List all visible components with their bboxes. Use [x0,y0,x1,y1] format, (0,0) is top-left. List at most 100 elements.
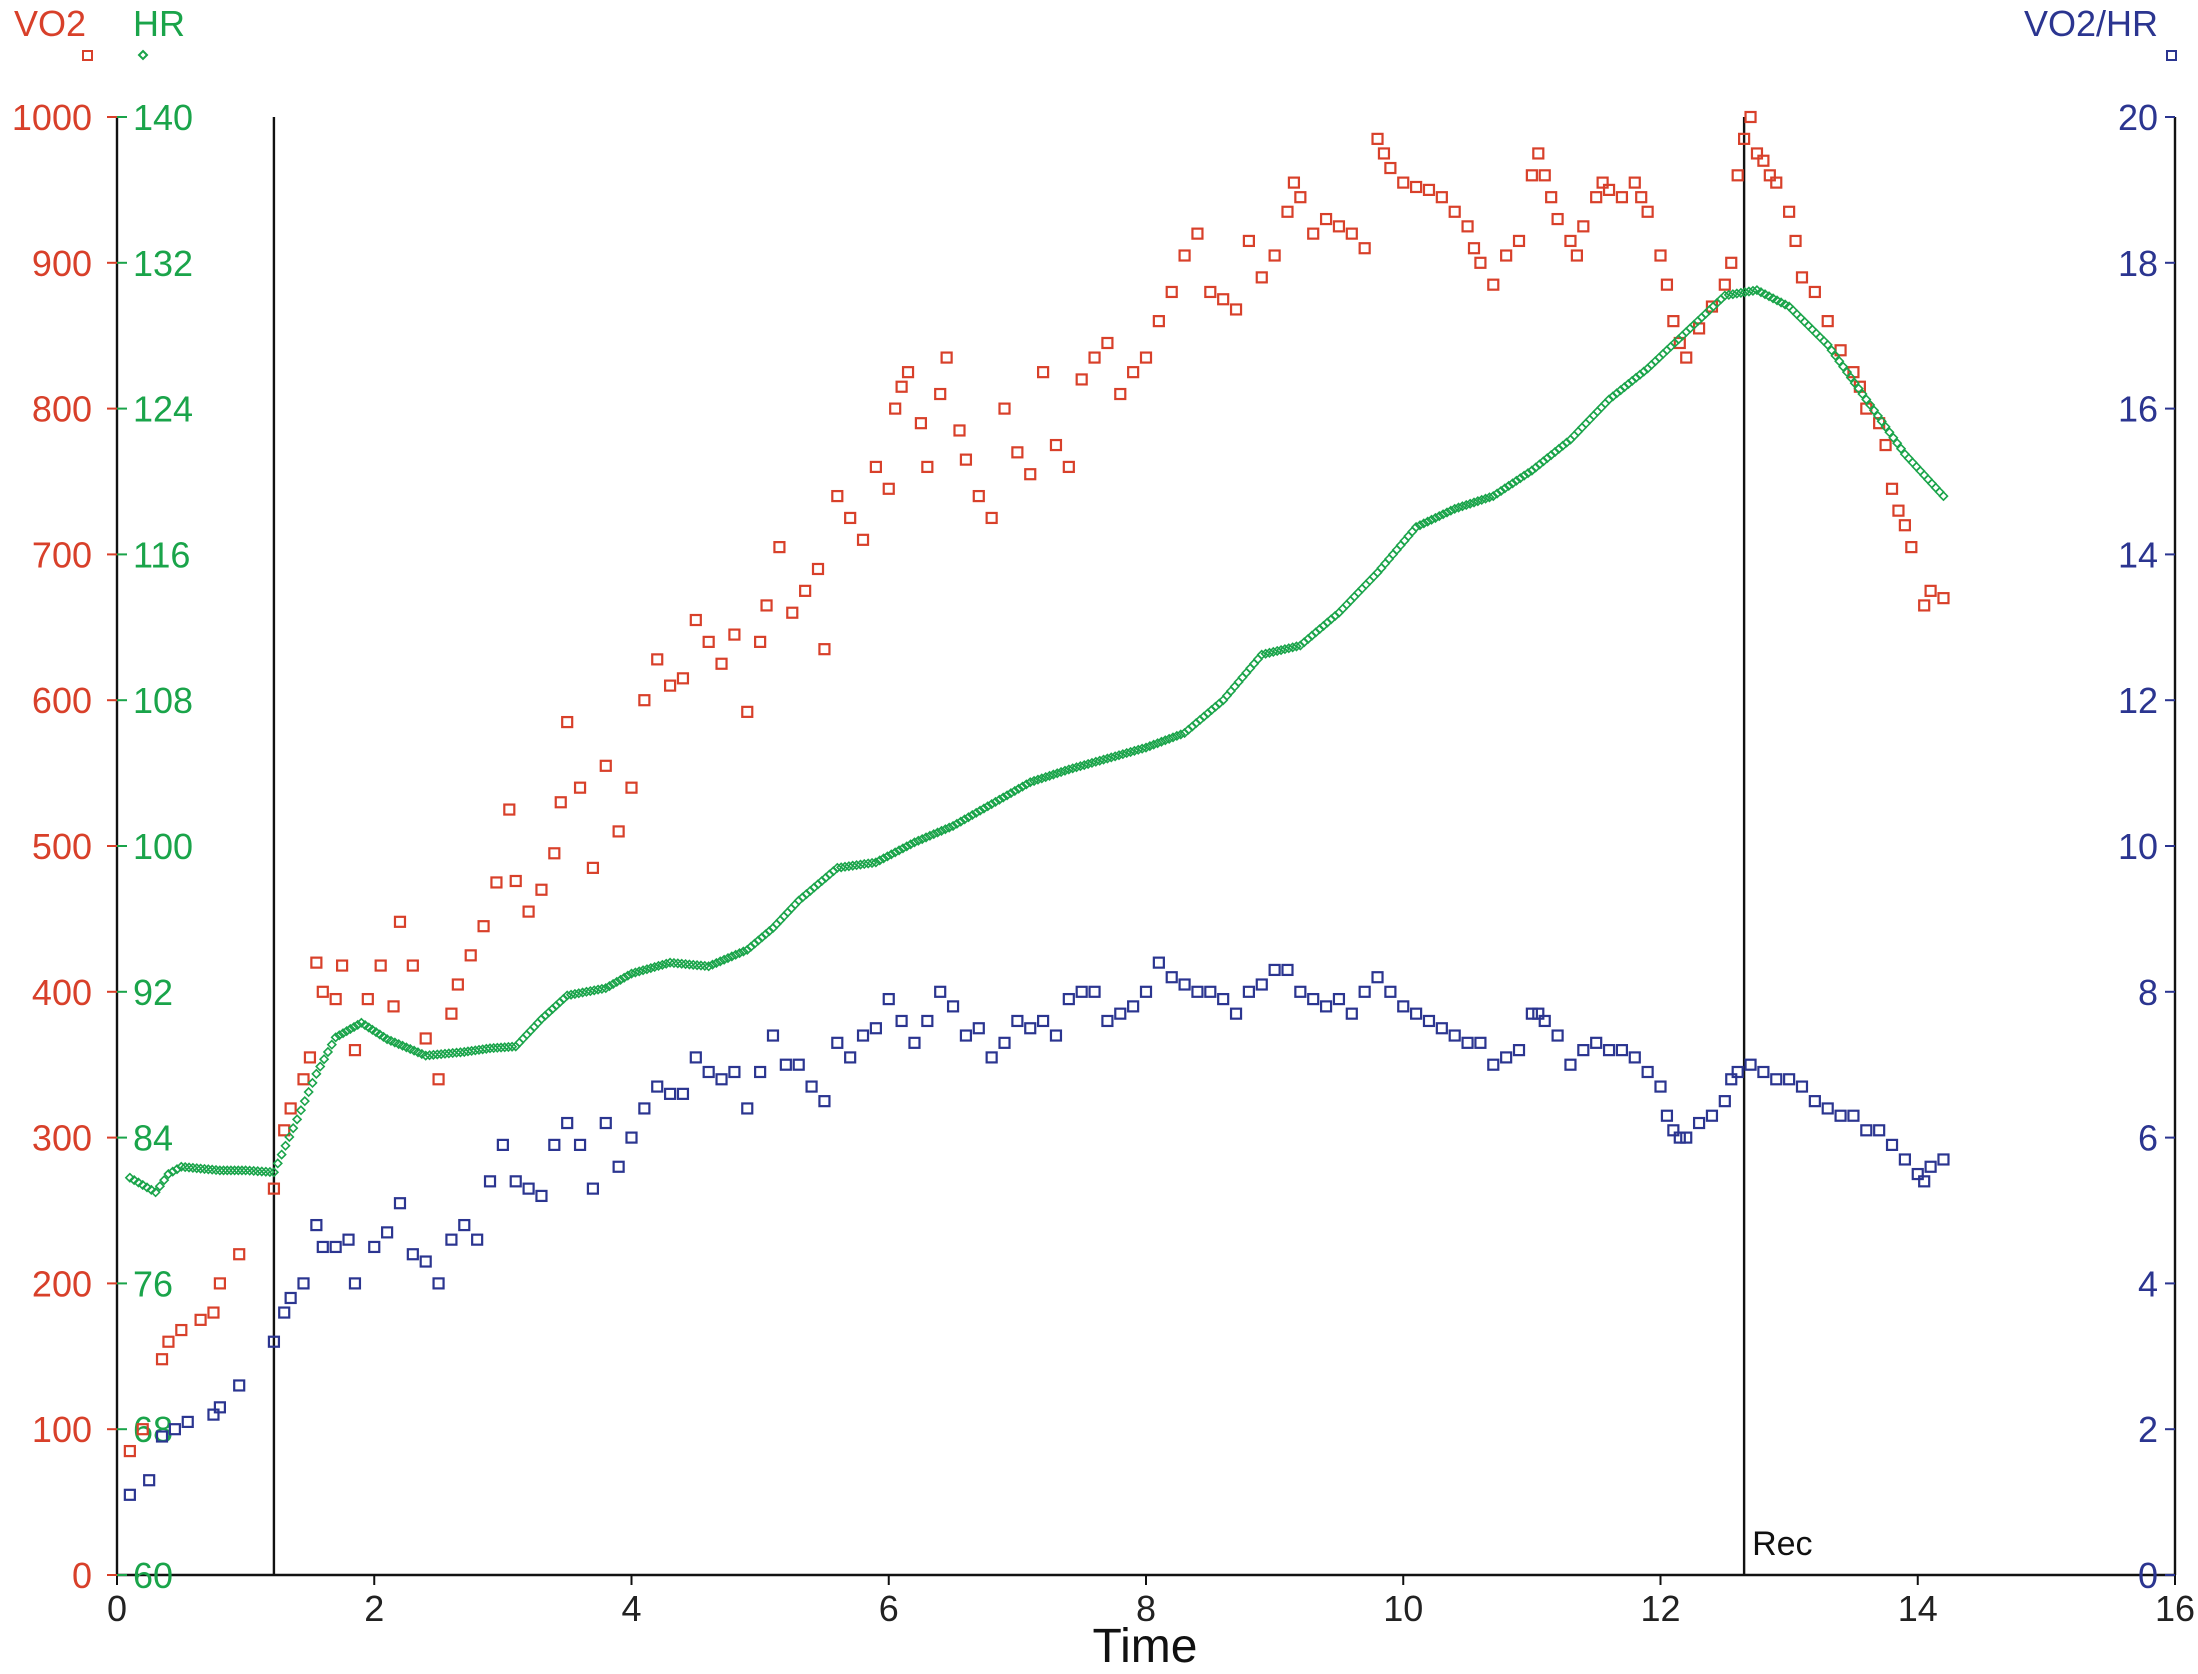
data-point [1602,183,1616,196]
data-point [1743,286,1755,297]
data-point [1731,169,1744,182]
data-point [1795,1080,1809,1093]
data-point [832,862,843,874]
data-point [1435,1022,1448,1035]
data-point [1461,220,1474,233]
data-point [1117,749,1128,760]
data-point [1256,649,1267,660]
data-point [1048,769,1059,780]
data-point [1865,399,1876,411]
data-point [1868,405,1880,416]
data-point [1628,176,1641,189]
data-point [1495,485,1507,497]
data-point [1873,1124,1886,1137]
data-point [272,1158,283,1169]
data-point [1570,249,1583,262]
data-point [844,511,857,525]
data-point [626,968,637,979]
data-point [490,876,503,889]
data-point [1127,366,1140,379]
data-point [589,985,600,996]
data-point [1055,766,1067,778]
data-point [1660,1109,1674,1122]
data-point [703,961,714,972]
data-point [1397,176,1410,189]
data-point [464,949,477,962]
data-point [1488,490,1499,502]
data-point [1499,483,1510,494]
data-point [760,599,773,612]
data-point [792,1058,805,1071]
data-point [1922,474,1934,485]
data-point [1453,502,1464,513]
data-point [1512,234,1526,248]
data-point [1088,351,1101,364]
data-point [607,978,619,990]
data-point [1011,446,1024,459]
data-point [676,672,690,685]
data-point [1024,1022,1037,1035]
data-point [1264,647,1275,658]
data-point [236,1165,248,1176]
data-point [730,949,741,960]
data-point [1287,176,1301,189]
data-point [1098,754,1109,765]
data-point [1461,1036,1474,1049]
hr-tick-label: 124 [133,389,193,430]
data-point [805,1080,818,1093]
data-point [1287,642,1298,653]
data-point [175,1323,188,1337]
data-point [1934,486,1945,498]
data-point [225,1165,237,1176]
data-point [1102,753,1113,764]
data-point [625,1131,638,1144]
data-point [1410,180,1423,194]
data-point [934,985,947,998]
data-point [1160,735,1171,746]
data-point [689,613,702,627]
data-point [1088,985,1101,998]
data-point [604,980,615,992]
data-point [651,653,664,666]
data-point [663,1087,677,1100]
data-point [998,792,1009,803]
data-point [940,824,951,835]
data-point [348,1021,360,1033]
data-point [1731,288,1743,299]
tick-labels: 0 2 4 6 8 10 12 14 16010020030040050060070080090… [12,97,2195,1629]
data-point [1937,592,1950,605]
data-point [1845,372,1856,383]
data-point [1744,1058,1757,1071]
data-point [1895,443,1907,454]
data-point [773,541,786,554]
data-point [1422,1014,1436,1028]
data-point [878,853,889,864]
data-point [1857,388,1868,400]
data-point [569,988,581,1000]
data-point [901,366,915,379]
data-point [998,1036,1011,1049]
data-point [1114,387,1127,401]
vo2-tick-label: 600 [32,680,92,721]
data-point [1137,743,1148,754]
data-point [1164,733,1175,744]
data-point [167,1166,178,1177]
data-point [496,1138,509,1151]
data-point [715,1073,728,1086]
data-point [1615,191,1629,204]
data-point [1399,535,1410,546]
data-point [481,1043,492,1054]
data-point [924,830,936,841]
data-point [1397,1000,1410,1013]
data-point [998,402,1011,415]
data-point [1596,176,1609,189]
data-point [1036,773,1047,784]
data-point [897,843,909,854]
data-point [1410,521,1422,533]
data-point [1358,985,1371,998]
data-point [1101,1014,1114,1028]
data-point [882,992,895,1006]
data-point [1044,770,1055,781]
data-point [1492,488,1503,499]
data-point [831,489,844,503]
